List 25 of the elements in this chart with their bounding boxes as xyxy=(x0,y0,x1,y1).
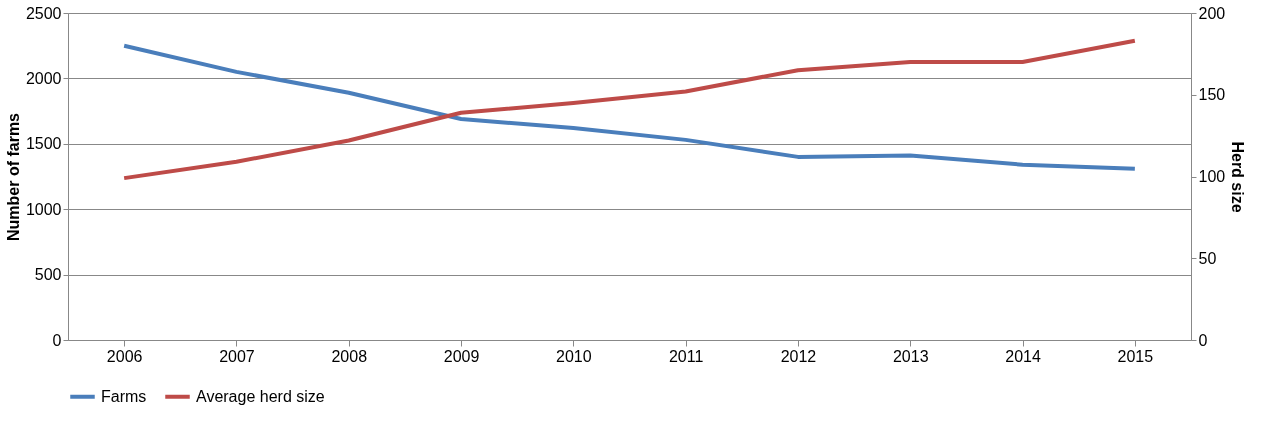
y-tick-label: 1000 xyxy=(25,200,62,218)
legend-label: Average herd size xyxy=(196,387,325,405)
y2-tick-label: 200 xyxy=(1198,4,1226,22)
x-tick-label: 2008 xyxy=(331,347,368,365)
y-tick-label: 2000 xyxy=(25,69,62,87)
y2-tick-label: 100 xyxy=(1198,168,1226,185)
y2-tick-label: 150 xyxy=(1198,86,1226,104)
x-tick-label: 2010 xyxy=(556,347,592,365)
x-tick-label: 2015 xyxy=(1117,347,1154,365)
x-tick-label: 2013 xyxy=(892,347,929,365)
x-tick-label: 2011 xyxy=(668,347,704,365)
y2-axis-title: Herd size xyxy=(1229,141,1247,213)
y-tick-label: 0 xyxy=(52,331,62,349)
y2-tick-label: 0 xyxy=(1198,331,1208,349)
x-tick-label: 2006 xyxy=(106,347,143,365)
x-tick-label: 2012 xyxy=(780,347,817,365)
legend-label: Farms xyxy=(101,387,147,405)
y-tick-label: 1500 xyxy=(25,135,62,153)
y-tick-label: 2500 xyxy=(25,4,62,22)
x-tick-label: 2014 xyxy=(1005,347,1041,365)
x-tick-label: 2007 xyxy=(219,347,255,365)
y-tick-label: 500 xyxy=(34,266,62,284)
x-tick-label: 2009 xyxy=(443,347,480,365)
y2-tick-label: 50 xyxy=(1198,249,1217,267)
y-axis-title: Number of farms xyxy=(4,112,22,242)
